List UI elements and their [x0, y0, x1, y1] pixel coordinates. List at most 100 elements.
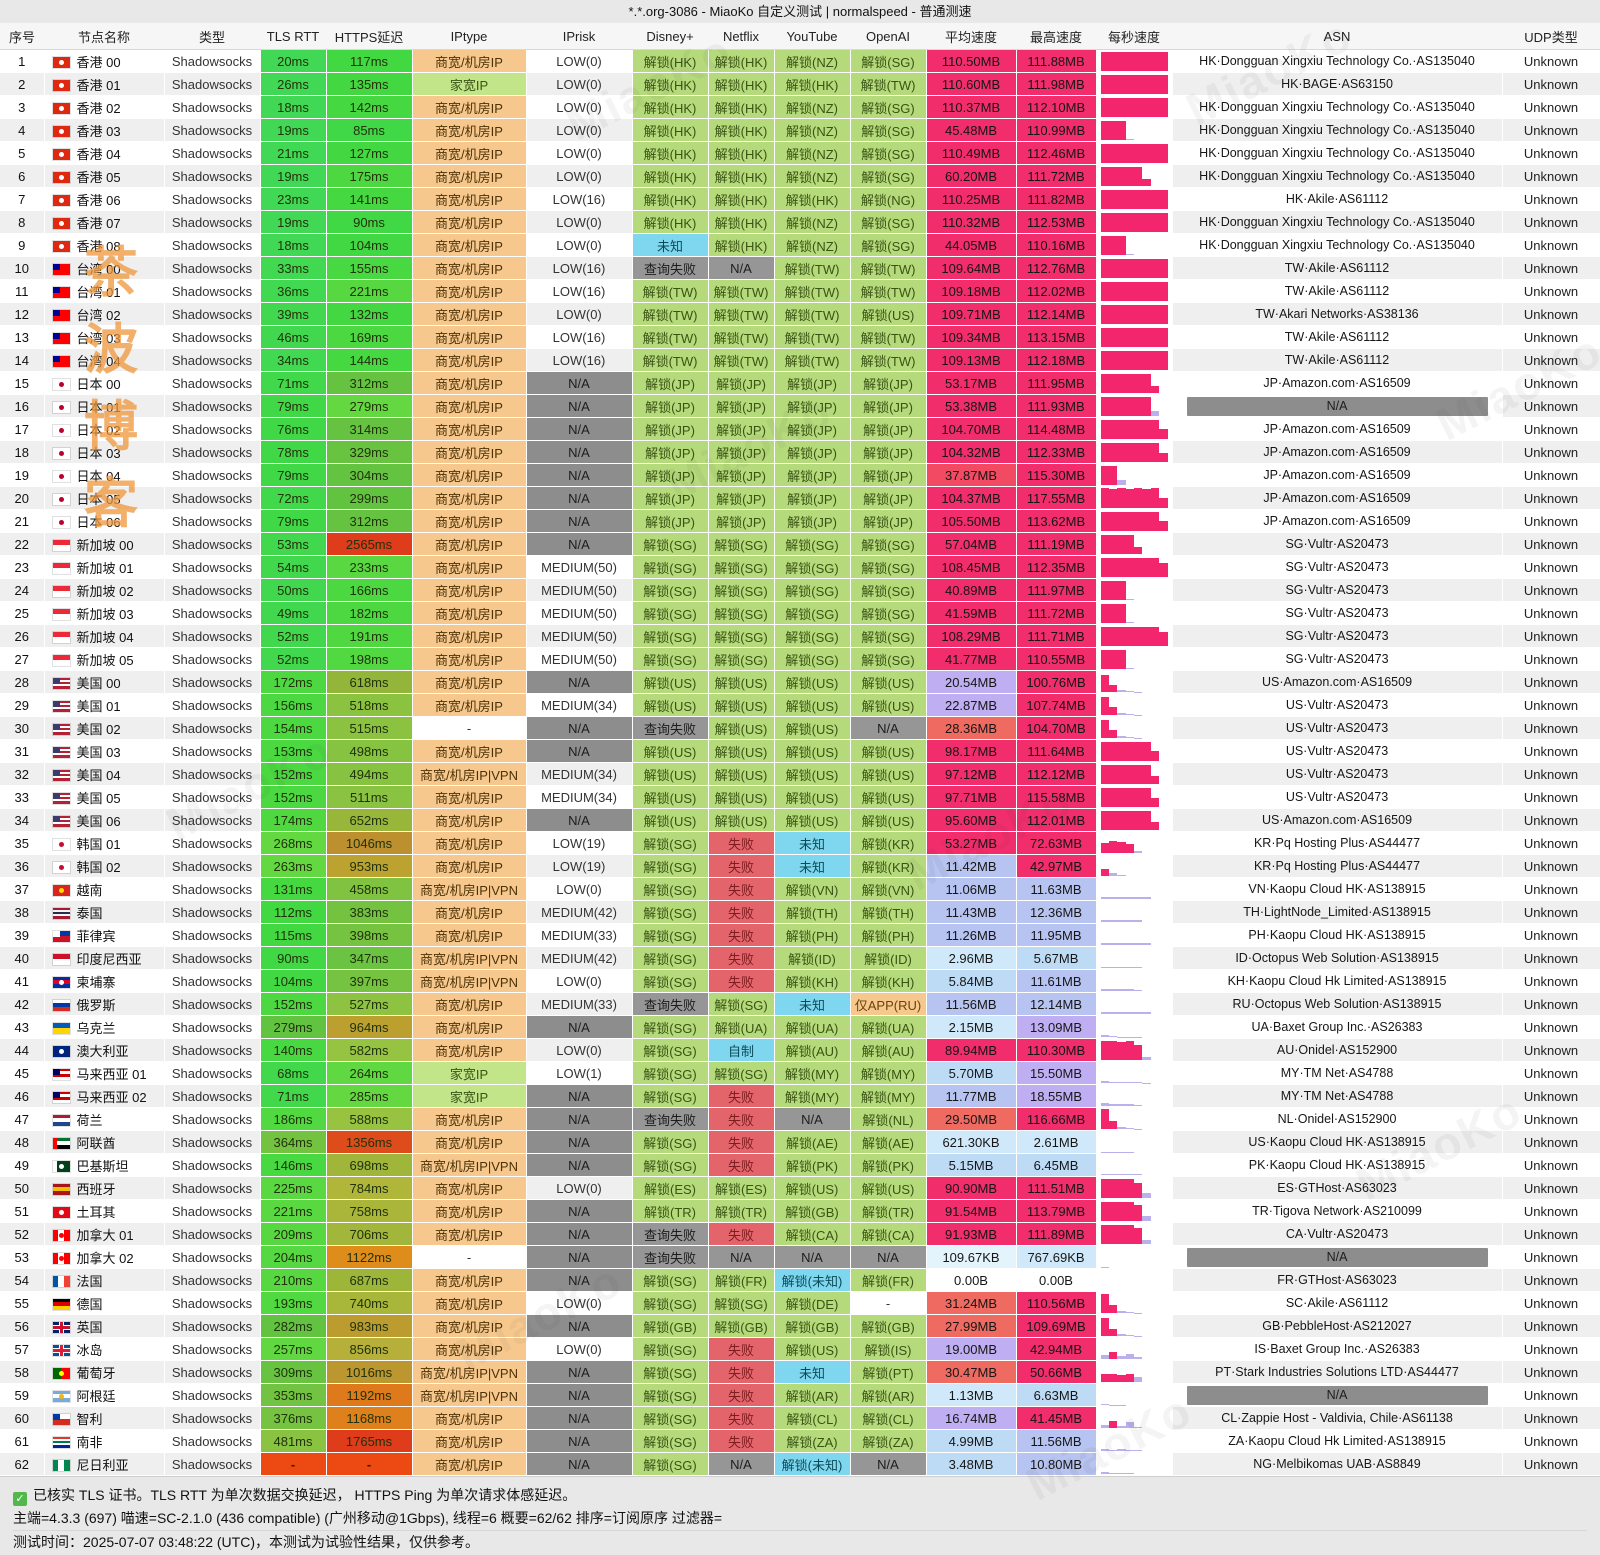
- cell-https-latency: 142ms: [326, 95, 413, 119]
- cell-index: 32: [0, 762, 45, 786]
- cell-openai: 解锁(JP): [850, 440, 927, 464]
- cell-https-latency: 458ms: [326, 877, 413, 901]
- footer-note-tls-text: 已核实 TLS 证书。TLS RTT 为单次数据交换延迟， HTTPS Ping…: [33, 1487, 577, 1503]
- cell-openai: 解锁(KR): [850, 831, 927, 855]
- flag-icon-tw: [52, 355, 70, 367]
- cell-udp-type: Unknown: [1502, 118, 1600, 142]
- cell-avg-speed: 30.47MB: [926, 1360, 1017, 1384]
- cell-udp-type: Unknown: [1502, 210, 1600, 234]
- cell-udp-type: Unknown: [1502, 1084, 1600, 1108]
- cell-protocol-type: Shadowsocks: [164, 1406, 261, 1430]
- cell-udp-type: Unknown: [1502, 440, 1600, 464]
- cell-avg-speed: 60.20MB: [926, 164, 1017, 188]
- flag-icon-ae: [52, 1137, 70, 1149]
- per-second-speed-chart: [1100, 764, 1168, 784]
- table-row: 62 尼日利亚 Shadowsocks - - 商宽/机房IP N/A 解锁(SG) N/A 解锁…: [0, 1452, 1600, 1476]
- table-row: 36 韩国 02 Shadowsocks 263ms 953ms 商宽/机房IP LOW(1…: [0, 854, 1600, 878]
- cell-tls-rtt: 156ms: [260, 693, 327, 717]
- cell-index: 41: [0, 969, 45, 993]
- cell-avg-speed: 41.59MB: [926, 601, 1017, 625]
- table-row: 24 新加坡 02 Shadowsocks 50ms 166ms 商宽/机房IP MEDIU…: [0, 578, 1600, 602]
- cell-node-name: 日本 04: [44, 463, 165, 487]
- cell-iprisk: N/A: [526, 1452, 633, 1476]
- node-name-label: 香港 02: [76, 100, 121, 116]
- cell-netflix: 失败: [708, 877, 775, 901]
- cell-iptype: 商宽/机房IP: [412, 578, 527, 602]
- cell-max-speed: 6.63MB: [1016, 1383, 1097, 1407]
- cell-youtube: 解锁(US): [774, 670, 851, 694]
- cell-disney: 解锁(SG): [632, 532, 709, 556]
- cell-openai: N/A: [850, 1245, 927, 1269]
- cell-openai: 解锁(AE): [850, 1130, 927, 1154]
- cell-iptype: 商宽/机房IP: [412, 1130, 527, 1154]
- cell-netflix: 失败: [708, 1337, 775, 1361]
- flag-icon-hk: [52, 171, 70, 183]
- cell-netflix: 解锁(JP): [708, 394, 775, 418]
- cell-udp-type: Unknown: [1502, 95, 1600, 119]
- cell-asn: JP·Amazon.com·AS16509: [1172, 371, 1503, 395]
- cell-udp-type: Unknown: [1502, 1429, 1600, 1453]
- table-row: 6 香港 05 Shadowsocks 19ms 175ms 商宽/机房IP LOW(0) 解…: [0, 164, 1600, 188]
- cell-max-speed: 111.93MB: [1016, 394, 1097, 418]
- table-header-row: 序号 节点名称 类型 TLS RTT HTTPS延迟 IPtype IPrisk Disney…: [0, 23, 1600, 50]
- cell-udp-type: Unknown: [1502, 1337, 1600, 1361]
- cell-udp-type: Unknown: [1502, 969, 1600, 993]
- cell-disney: 解锁(SG): [632, 854, 709, 878]
- table-row: 48 阿联酋 Shadowsocks 364ms 1356ms 商宽/机房IP N/A 解锁(…: [0, 1130, 1600, 1154]
- flag-icon-us: [52, 746, 70, 758]
- per-second-speed-chart: [1100, 902, 1168, 922]
- column-header-udp-type: UDP类型: [1502, 23, 1600, 50]
- cell-disney: 解锁(SG): [632, 647, 709, 671]
- node-name-label: 马来西亚 01: [76, 1066, 147, 1082]
- cell-protocol-type: Shadowsocks: [164, 716, 261, 740]
- cell-udp-type: Unknown: [1502, 72, 1600, 96]
- cell-node-name: 智利: [44, 1406, 165, 1430]
- per-second-speed-chart: [1100, 833, 1168, 853]
- cell-protocol-type: Shadowsocks: [164, 187, 261, 211]
- cell-iprisk: N/A: [526, 1222, 633, 1246]
- cell-tls-rtt: 282ms: [260, 1314, 327, 1338]
- cell-asn: US·Vultr·AS20473: [1172, 716, 1503, 740]
- cell-protocol-type: Shadowsocks: [164, 1222, 261, 1246]
- flag-icon-tw: [52, 332, 70, 344]
- cell-https-latency: 182ms: [326, 601, 413, 625]
- cell-netflix: 解锁(US): [708, 739, 775, 763]
- cell-protocol-type: Shadowsocks: [164, 233, 261, 257]
- cell-protocol-type: Shadowsocks: [164, 877, 261, 901]
- node-name-label: 葡萄牙: [76, 1365, 116, 1381]
- cell-max-speed: 110.56MB: [1016, 1291, 1097, 1315]
- cell-protocol-type: Shadowsocks: [164, 279, 261, 303]
- cell-https-latency: 304ms: [326, 463, 413, 487]
- cell-netflix: 失败: [708, 900, 775, 924]
- cell-asn: KH·Kaopu Cloud Hk Limited·AS138915: [1172, 969, 1503, 993]
- table-row: 5 香港 04 Shadowsocks 21ms 127ms 商宽/机房IP LOW(0) 解…: [0, 141, 1600, 165]
- cell-node-name: 美国 01: [44, 693, 165, 717]
- table-row: 25 新加坡 03 Shadowsocks 49ms 182ms 商宽/机房IP MEDIU…: [0, 601, 1600, 625]
- cell-udp-type: Unknown: [1502, 1406, 1600, 1430]
- cell-asn: TW·Akile·AS61112: [1172, 325, 1503, 349]
- cell-avg-speed: 11.77MB: [926, 1084, 1017, 1108]
- cell-index: 7: [0, 187, 45, 211]
- cell-tls-rtt: 34ms: [260, 348, 327, 372]
- cell-iprisk: LOW(0): [526, 302, 633, 326]
- cell-netflix: 解锁(HK): [708, 95, 775, 119]
- cell-node-name: 香港 04: [44, 141, 165, 165]
- cell-iptype: 家宽IP: [412, 72, 527, 96]
- cell-openai: 解锁(AR): [850, 1383, 927, 1407]
- cell-tls-rtt: 23ms: [260, 187, 327, 211]
- cell-udp-type: Unknown: [1502, 1222, 1600, 1246]
- cell-max-speed: 107.74MB: [1016, 693, 1097, 717]
- table-row: 27 新加坡 05 Shadowsocks 52ms 198ms 商宽/机房IP MEDIU…: [0, 647, 1600, 671]
- cell-disney: 解锁(SG): [632, 1061, 709, 1085]
- per-second-speed-chart: [1100, 1178, 1168, 1198]
- cell-asn: ES·GTHost·AS63023: [1172, 1176, 1503, 1200]
- cell-youtube: 解锁(AU): [774, 1038, 851, 1062]
- cell-iprisk: LOW(0): [526, 72, 633, 96]
- cell-index: 54: [0, 1268, 45, 1292]
- cell-index: 5: [0, 141, 45, 165]
- cell-max-speed: 113.62MB: [1016, 509, 1097, 533]
- cell-avg-speed: 44.05MB: [926, 233, 1017, 257]
- cell-tls-rtt: 257ms: [260, 1337, 327, 1361]
- cell-disney: 解锁(TR): [632, 1199, 709, 1223]
- cell-youtube: 解锁(JP): [774, 440, 851, 464]
